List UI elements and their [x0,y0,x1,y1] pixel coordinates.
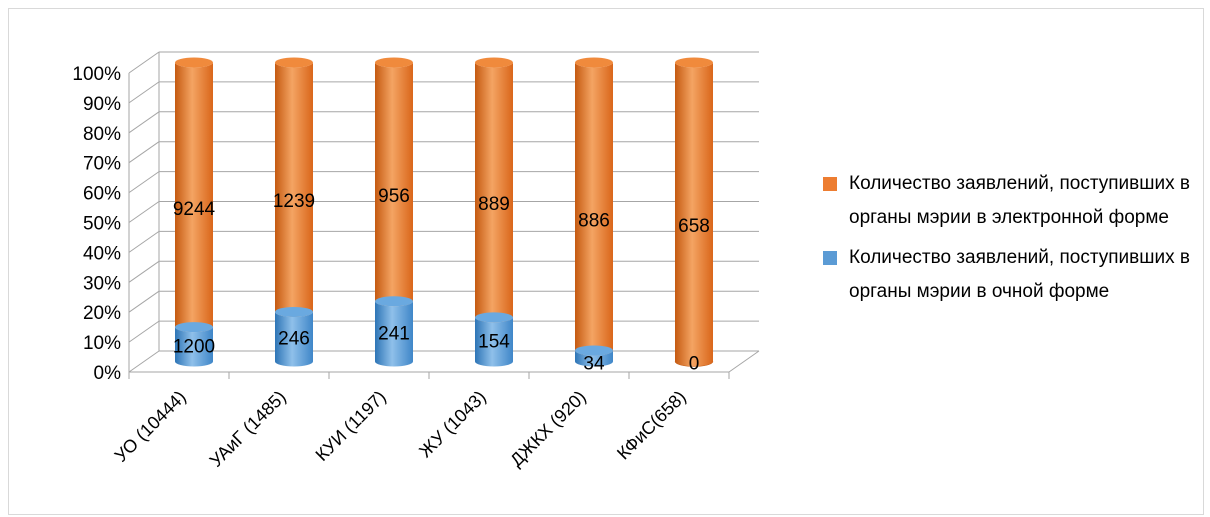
legend-swatch-in-person [823,251,837,265]
y-tick-label: 30% [83,273,121,294]
x-category-label: ЖУ (1043) [415,387,490,462]
bar-cap-in-person [575,345,613,356]
data-label-in-person: 246 [278,329,310,350]
bar-group: 9244 1200 [173,57,216,367]
bar-group: 956 241 [375,57,413,367]
bar-segment-electronic [675,62,713,367]
bar-cap-electronic [375,57,413,68]
chart-frame: 0% 10% 20% 30% 40% 50% 60% 70% 80% 90% 100% 9244 120… [8,8,1204,515]
bar-segment-in-person [475,317,513,367]
legend-label-in-person: Количество заявлений, поступивших в орга… [849,247,1190,302]
y-tick-label: 10% [83,333,121,354]
data-label-electronic: 956 [378,186,410,207]
data-label-electronic: 1239 [273,191,315,212]
gridline-side [128,350,160,373]
gridlines [128,51,760,379]
gridline-side [128,81,160,104]
y-tick-label: 40% [83,243,121,264]
x-category-label: КФиС(658) [613,387,690,464]
bar-cap-electronic [575,57,613,68]
x-category-label: УАиГ (1485) [206,387,290,471]
y-tick-label: 100% [72,64,121,85]
data-label-in-person: 34 [583,354,605,375]
bar-cap-electronic [275,57,313,68]
gridline-side [128,51,160,74]
legend-swatch-electronic [823,177,837,191]
floor-right-edge [728,350,760,373]
gridline-side [128,171,160,194]
bar-group: 889 154 [475,57,513,367]
bar-segment-electronic [275,62,313,317]
bar-segment-in-person [175,327,213,367]
x-category-label: ДЖКХ (920) [506,387,590,471]
stacked-percent-bar-chart: 0% 10% 20% 30% 40% 50% 60% 70% 80% 90% 100% 9244 120… [72,51,760,471]
bar-segment-in-person [275,311,313,367]
x-category-label: УО (10444) [111,387,190,466]
y-tick-label: 60% [83,184,121,205]
bar-cap-electronic [175,57,213,68]
bar-cap-in-person [175,322,213,333]
data-label-electronic: 889 [478,194,510,215]
bar-segment-in-person [375,301,413,367]
y-tick-label: 70% [83,154,121,175]
gridline-side [128,320,160,343]
y-tick-label: 80% [83,124,121,145]
y-tick-label: 90% [83,94,121,115]
data-label-electronic: 886 [578,210,610,231]
gridline-side [128,111,160,134]
gridline-side [128,230,160,253]
gridline-side [128,290,160,313]
data-label-electronic: 9244 [173,199,216,220]
y-tick-label: 20% [83,303,121,324]
bar-group: 1239 246 [273,57,315,367]
gridline-side [128,201,160,223]
bar-cap-in-person [375,296,413,307]
bar-segment-electronic [375,62,413,307]
gridline-side [128,141,160,164]
data-label-in-person: 0 [689,354,700,375]
y-tick-label: 50% [83,214,121,235]
bar-base-edge [674,361,714,367]
data-label-in-person: 1200 [173,336,215,357]
bar-group: 658 0 [674,57,714,375]
bar-group: 886 34 [575,57,613,375]
chart-legend: Количество заявлений, поступивших в орга… [823,167,1210,315]
x-category-label: КУИ (1197) [312,387,390,465]
gridline-side [128,260,160,283]
data-label-in-person: 154 [478,331,510,352]
legend-item-in-person: Количество заявлений, поступивших в орга… [823,241,1210,309]
bar-segment-electronic [175,62,213,333]
bar-segment-in-person [575,350,613,367]
bar-cap-electronic [675,57,713,68]
bar-cap-electronic [475,57,513,68]
bar-segment-electronic [575,62,613,356]
y-tick-label: 0% [94,363,122,384]
data-label-in-person: 241 [378,323,410,344]
data-label-electronic: 658 [678,216,710,237]
bar-cap-in-person [275,306,313,317]
legend-item-electronic: Количество заявлений, поступивших в орга… [823,167,1210,235]
bar-cap-in-person [475,312,513,323]
bar-segment-electronic [475,62,513,323]
legend-label-electronic: Количество заявлений, поступивших в орга… [849,173,1190,228]
